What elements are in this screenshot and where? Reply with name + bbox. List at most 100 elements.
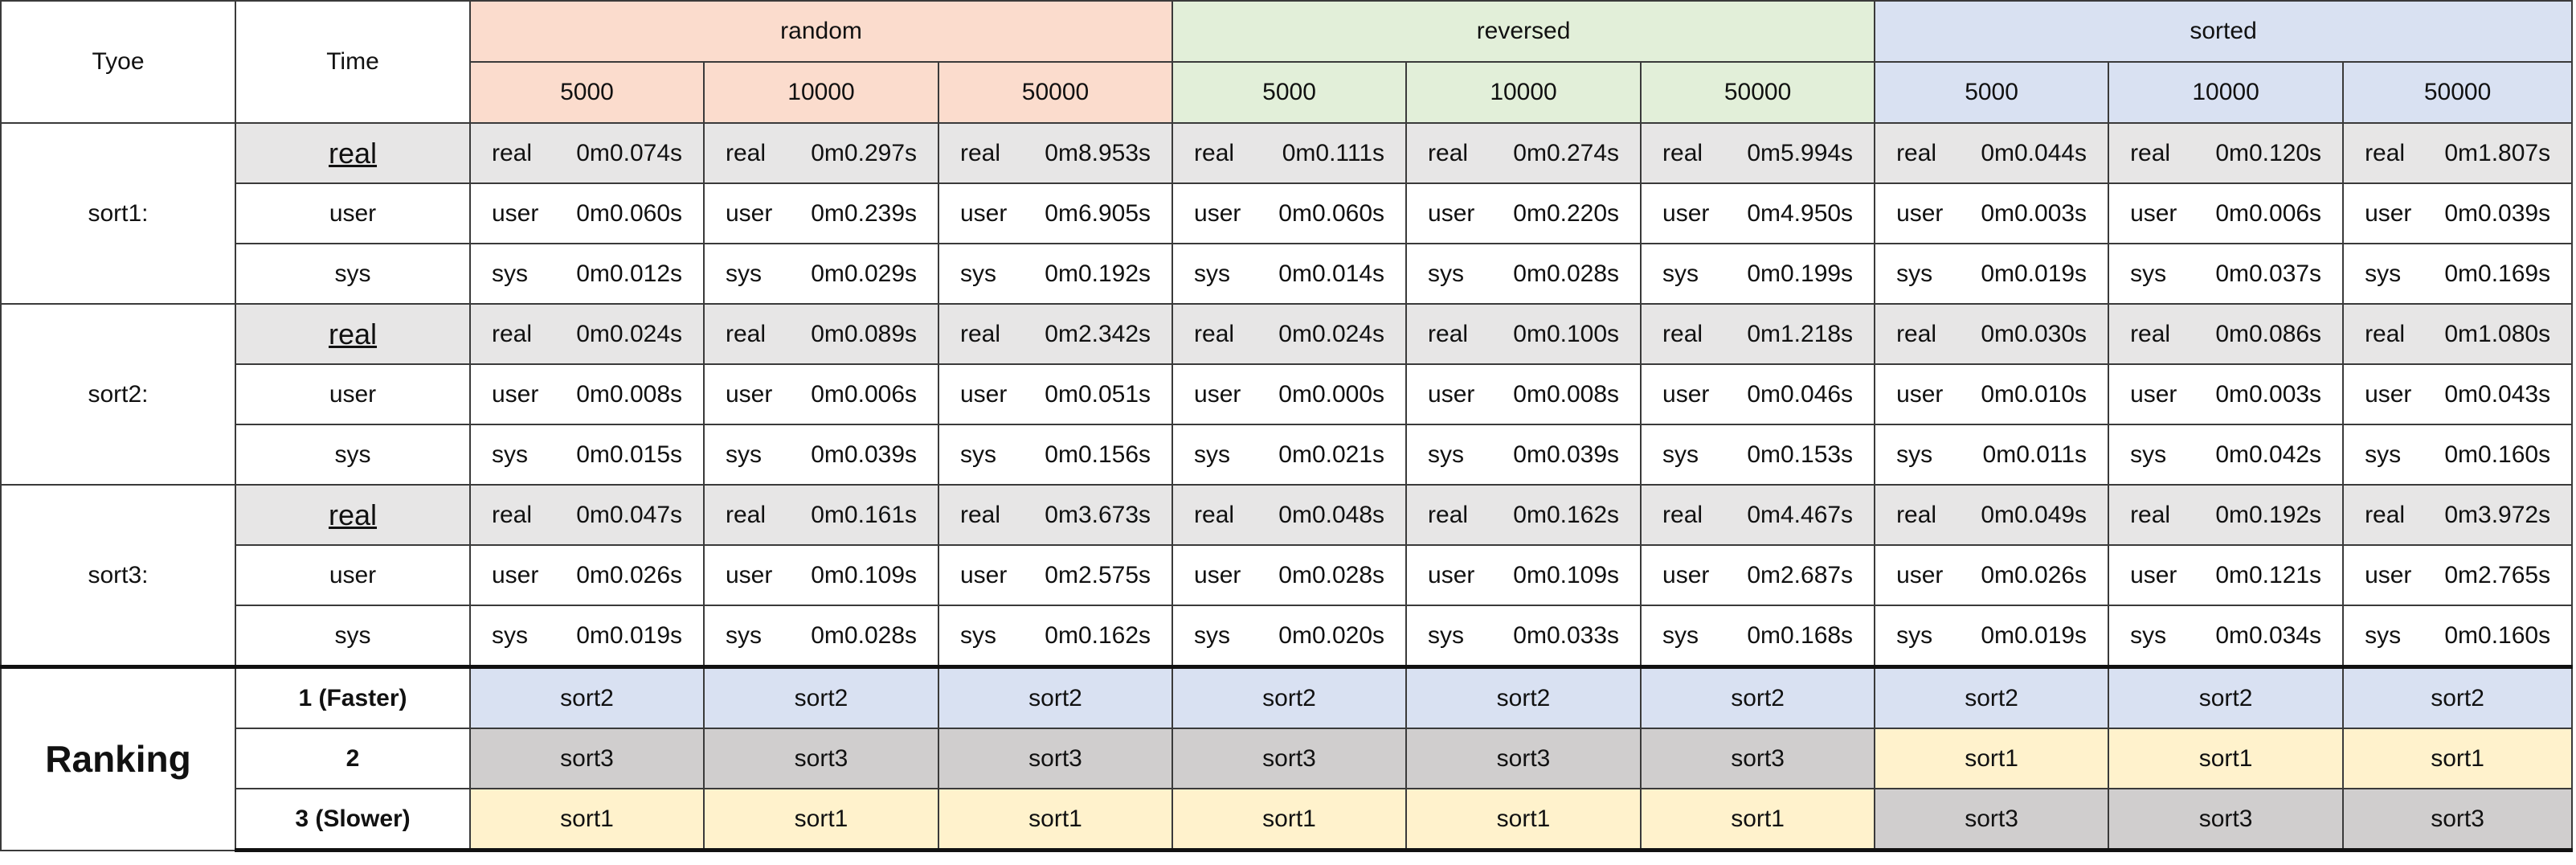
timing-cell-content: real 0m3.972s (2345, 501, 2570, 529)
timing-cell-content: user 0m2.687s (1642, 562, 1873, 589)
timing-value: 0m0.003s (1981, 199, 2087, 227)
timing-cell: sys 0m0.019s (1874, 605, 2110, 668)
timing-metric-label: real (726, 501, 767, 528)
timing-cell-content: sys 0m0.019s (472, 621, 702, 650)
timing-metric-label: real (2365, 501, 2406, 528)
timing-value: 0m0.030s (1981, 320, 2087, 347)
timing-cell-content: real 0m4.467s (1642, 501, 1873, 529)
timing-value: 0m0.010s (1981, 380, 2087, 408)
timing-metric-label: real (2130, 320, 2171, 347)
timing-metric-label: user (726, 380, 773, 408)
timing-cell-content: user 0m0.026s (472, 562, 702, 589)
timing-value: 0m0.026s (1981, 561, 2087, 588)
ranking-cell: sort3 (703, 728, 939, 789)
timing-cell: sys 0m0.037s (2108, 243, 2345, 305)
timing-cell: user 0m0.220s (1405, 182, 1642, 244)
timing-cell: user 0m0.010s (1874, 363, 2110, 425)
ranking-cell: sort2 (1640, 665, 1876, 729)
timing-cell: real 0m0.048s (1171, 484, 1408, 546)
timing-cell: sys 0m0.168s (1640, 605, 1876, 668)
ranking-cell: sort1 (703, 788, 939, 852)
timing-metric-label: sys (2130, 260, 2167, 287)
timing-value: 0m0.168s (1747, 621, 1854, 649)
timing-value: 0m0.109s (811, 561, 917, 588)
timing-cell-content: real 0m0.030s (1876, 320, 2107, 348)
timing-metric-label: real (960, 139, 1001, 166)
timing-cell-content: user 0m0.060s (472, 199, 702, 228)
time-metric: sys (235, 243, 471, 305)
timing-value: 0m0.033s (1513, 621, 1620, 649)
timing-metric-label: sys (1428, 621, 1465, 649)
timing-value: 0m4.467s (1747, 501, 1854, 528)
timing-metric-label: sys (2365, 441, 2402, 468)
timing-cell: real 0m8.953s (937, 122, 1174, 184)
timing-cell-content: sys 0m0.199s (1642, 260, 1873, 288)
timing-value: 0m0.060s (576, 199, 682, 227)
timing-metric-label: sys (960, 441, 996, 468)
timing-value: 0m0.160s (2444, 621, 2551, 649)
timing-cell-content: user 0m0.028s (1174, 562, 1405, 589)
timing-cell: user 0m0.121s (2108, 544, 2345, 606)
timing-value: 0m0.015s (576, 441, 682, 468)
time-metric: user (235, 182, 471, 244)
timing-value: 0m0.012s (576, 260, 682, 287)
timing-cell: user 0m2.687s (1640, 544, 1876, 606)
timing-cell: real 0m0.111s (1171, 122, 1408, 184)
timing-value: 0m0.051s (1045, 380, 1151, 408)
timing-value: 0m0.220s (1513, 199, 1620, 227)
timing-value: 0m0.192s (1045, 260, 1151, 287)
timing-metric-label: sys (1662, 441, 1699, 468)
timing-metric-label: real (492, 501, 533, 528)
timing-metric-label: real (960, 501, 1001, 528)
timing-metric-label: sys (1896, 441, 1933, 468)
ranking-position-label: 3 (Slower) (235, 788, 471, 852)
timing-cell-content: real 0m0.100s (1408, 321, 1639, 348)
timing-metric-label: user (1896, 199, 1944, 227)
timing-cell: real 0m3.972s (2342, 484, 2574, 546)
timing-metric-label: user (1428, 199, 1475, 227)
timing-value: 0m0.047s (576, 501, 682, 528)
timing-cell-content: sys 0m0.162s (940, 621, 1171, 650)
timing-metric-label: real (1896, 320, 1937, 347)
timing-metric-label: user (960, 380, 1008, 408)
ranking-cell: sort2 (2108, 665, 2345, 729)
timing-value: 0m0.192s (2215, 501, 2322, 528)
timing-metric-label: sys (1428, 441, 1465, 468)
timing-metric-label: sys (960, 621, 996, 649)
timing-cell-content: sys 0m0.037s (2110, 260, 2341, 288)
timing-cell: user 0m0.026s (469, 544, 705, 606)
timing-metric-label: real (2130, 139, 2171, 166)
timing-value: 0m0.006s (2215, 199, 2322, 227)
timing-value: 0m0.049s (1981, 501, 2087, 528)
timing-cell: sys 0m0.012s (469, 243, 705, 305)
timing-cell: user 0m6.905s (937, 182, 1174, 244)
size-header: 50000 (1640, 61, 1876, 124)
timing-metric-label: user (1194, 199, 1241, 227)
timing-cell-content: real 0m0.024s (472, 321, 702, 348)
timing-metric-label: sys (1194, 260, 1231, 287)
timing-value: 0m0.019s (576, 621, 682, 649)
timing-cell: real 0m0.162s (1405, 484, 1642, 546)
timing-cell: real 0m0.030s (1874, 303, 2110, 365)
timing-metric-label: real (1896, 501, 1937, 528)
timing-cell: user 0m0.006s (703, 363, 939, 425)
time-metric: real (235, 122, 471, 184)
timing-cell-content: user 0m0.006s (2110, 199, 2341, 228)
ranking-cell: sort3 (1640, 728, 1876, 789)
timing-metric-label: sys (1662, 621, 1699, 649)
timing-metric-label: sys (2130, 621, 2167, 649)
table-row: sort3: real real 0m0.047s real 0m0.161s real 0m… (0, 484, 2574, 668)
size-header: 10000 (703, 61, 939, 124)
timing-value: 0m0.120s (2215, 139, 2322, 166)
timing-value: 0m0.019s (1981, 260, 2087, 287)
timing-metric-label: user (2365, 380, 2412, 408)
ranking-cell: sort3 (1405, 728, 1642, 789)
timing-value: 0m0.008s (1513, 380, 1620, 408)
timing-metric-label: user (1896, 380, 1944, 408)
timing-cell: user 0m0.028s (1171, 544, 1408, 606)
timing-metric-label: user (726, 199, 773, 227)
timing-cell-content: sys 0m0.042s (2110, 441, 2341, 469)
timing-metric-label: user (492, 199, 539, 227)
